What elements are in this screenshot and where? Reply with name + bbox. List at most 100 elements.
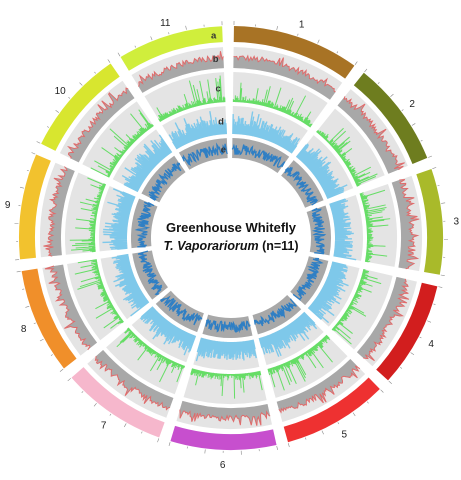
chromosome-tick — [367, 401, 369, 404]
chromosome-tick — [79, 82, 83, 86]
track-b-area-11 — [138, 51, 224, 93]
chromosome-tick — [150, 36, 153, 41]
track-c-histogram-1 — [232, 82, 313, 128]
chromosome-band-3 — [416, 168, 444, 275]
chromosome-tick — [109, 413, 112, 416]
chromosome-tick — [411, 123, 416, 126]
chromosome-label-10: 10 — [55, 86, 67, 97]
chromosome-band-9 — [19, 154, 51, 260]
chromosome-label-7: 7 — [101, 421, 107, 432]
track-b-line-10 — [66, 87, 129, 159]
track-b-area-7 — [95, 349, 174, 410]
track-c-background-9 — [64, 172, 106, 255]
track-d-histogram-1 — [232, 111, 301, 154]
chromosome-tick — [287, 443, 290, 448]
track-d-histogram-5 — [258, 311, 318, 357]
chromosome-label-1: 1 — [299, 19, 305, 30]
chromosome-tick — [419, 336, 422, 339]
chromosome-tick — [168, 442, 171, 447]
chromosome-tick — [401, 109, 404, 111]
track-d-histogram-8 — [111, 253, 150, 317]
chromosome-tick — [39, 338, 44, 342]
track-d-histogram-4 — [307, 261, 349, 324]
chromosome-band-7 — [71, 367, 165, 438]
chromosome-ideogram — [14, 21, 448, 455]
chromosome-tick — [117, 52, 121, 57]
track-c-background-5 — [267, 334, 348, 398]
chromosome-tick — [33, 322, 36, 325]
chromosome-band-10 — [41, 63, 120, 151]
track-e-line-7 — [160, 295, 203, 326]
track-c-background-6 — [183, 368, 267, 405]
track-e-line-2 — [284, 166, 319, 206]
chromosome-labels: 1 2 3 4 5 6 7 8 9 10 11 — [5, 18, 460, 471]
chromosome-tick — [432, 167, 437, 169]
chromosome-tick — [276, 25, 278, 31]
chromosome-tick — [19, 186, 24, 189]
track-traces — [43, 51, 420, 426]
chromosome-tick — [336, 51, 339, 54]
chromosome-tick — [81, 391, 84, 393]
track-label-b: b — [213, 54, 219, 65]
chromosome-tick — [317, 39, 320, 44]
chromosome-tick — [380, 389, 384, 393]
chromosome-tick — [68, 97, 71, 99]
track-c-background-1 — [232, 72, 328, 128]
chromosome-band-1 — [233, 26, 355, 79]
chromosome-tick — [364, 68, 368, 73]
track-d-histogram-10 — [121, 134, 173, 193]
track-e-line-6 — [205, 318, 251, 334]
track-e-line-11 — [181, 142, 229, 166]
chromosome-tick — [354, 61, 358, 65]
chromosome-band-11 — [120, 26, 223, 71]
chromosome-tick — [352, 412, 356, 417]
track-c-histogram-11 — [156, 75, 226, 122]
track-e-line-5 — [253, 298, 297, 327]
track-e-line-3 — [311, 207, 327, 255]
track-e-line-10 — [148, 162, 182, 201]
track-c-histogram-2 — [316, 127, 378, 187]
track-c-histogram-4 — [331, 268, 382, 345]
chromosome-tick — [427, 320, 432, 323]
chromosome-tick — [67, 378, 71, 382]
chromosome-band-2 — [353, 72, 428, 164]
chromosome-tick — [157, 438, 160, 443]
track-label-c: c — [216, 84, 221, 95]
chromosome-tick — [93, 403, 97, 407]
chromosome-tick — [438, 286, 443, 288]
track-c-histogram-5 — [267, 334, 333, 391]
chromosome-tick — [55, 110, 60, 113]
figure-title-line1: Greenhouse Whitefly — [166, 220, 297, 235]
chromosome-tick — [390, 93, 394, 97]
chromosome-label-3: 3 — [454, 216, 460, 227]
chromosome-tick — [400, 367, 403, 369]
chromosome-tick — [276, 445, 278, 451]
track-c-histogram-3 — [359, 189, 391, 263]
chromosome-tick — [377, 82, 380, 85]
track-d-histogram-9 — [102, 188, 136, 250]
chromosome-tick — [16, 271, 21, 273]
figure-title-line2: T. Vaporariorum (n=11) — [163, 239, 298, 253]
track-b-line-2 — [343, 96, 405, 171]
track-b-line-7 — [94, 356, 171, 411]
track-e-background-3 — [306, 205, 331, 256]
chromosome-label-4: 4 — [428, 339, 434, 350]
track-b-area-8 — [44, 264, 98, 350]
chromosome-band-5 — [283, 377, 380, 443]
chromosome-tick — [433, 303, 436, 305]
track-b-line-1 — [233, 54, 336, 93]
chromosome-tick — [337, 422, 340, 425]
chromosome-tick — [388, 380, 392, 384]
chromosome-tick — [47, 126, 50, 128]
chromosome-label-9: 9 — [5, 200, 11, 211]
chromosome-label-6: 6 — [220, 460, 226, 471]
track-e-line-1 — [231, 143, 286, 168]
chromosome-label-5: 5 — [342, 430, 348, 441]
track-d-histogram-7 — [139, 306, 197, 356]
chromosome-tick — [59, 368, 64, 372]
chromosome-tick — [441, 202, 446, 204]
chromosome-tick — [134, 45, 137, 48]
figure-title-species: T. Vaporariorum — [163, 239, 258, 253]
